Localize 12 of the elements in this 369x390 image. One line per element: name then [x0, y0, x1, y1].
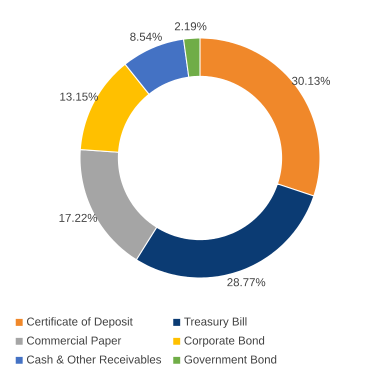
legend-label: Corporate Bond	[184, 336, 264, 347]
legend-label: Government Bond	[184, 355, 276, 364]
data-label: 2.19%	[174, 22, 206, 30]
legend-label: Cash & Other Receivables	[26, 355, 162, 364]
data-label: 28.77%	[227, 278, 266, 286]
legend-label: Treasury Bill	[184, 317, 246, 328]
legend-label: Commercial Paper	[26, 336, 122, 347]
data-label: 13.15%	[60, 92, 98, 101]
data-label: 30.13%	[292, 76, 330, 85]
legend-label: Certificate of Deposit	[26, 317, 133, 328]
data-label: 17.22%	[60, 214, 98, 222]
data-label: 8.54%	[130, 32, 162, 41]
